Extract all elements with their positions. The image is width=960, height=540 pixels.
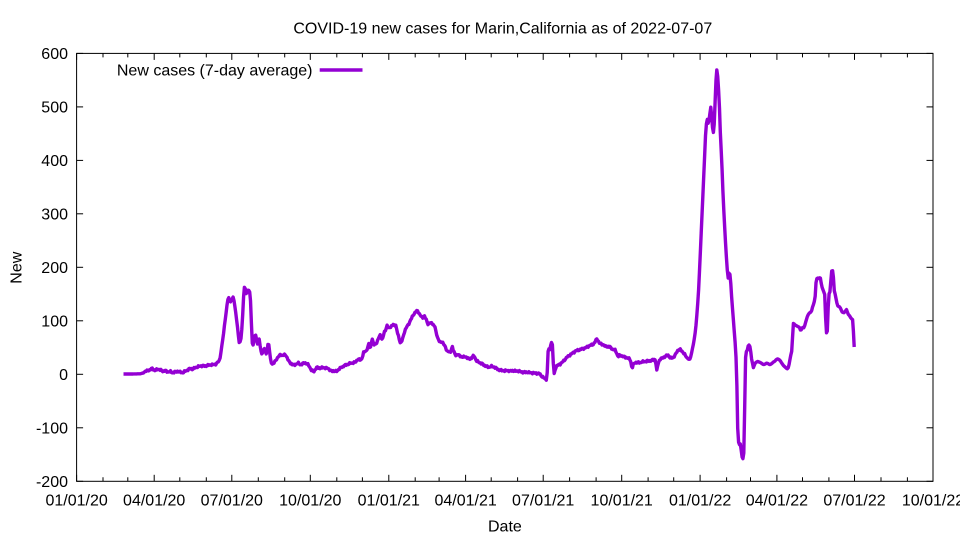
svg-text:300: 300 bbox=[41, 206, 68, 223]
svg-text:04/01/20: 04/01/20 bbox=[123, 492, 185, 509]
svg-text:COVID-19 new cases for Marin,C: COVID-19 new cases for Marin,California … bbox=[293, 20, 712, 37]
svg-text:-200: -200 bbox=[36, 474, 68, 491]
svg-text:Date: Date bbox=[488, 519, 522, 536]
svg-text:07/01/20: 07/01/20 bbox=[201, 492, 263, 509]
svg-text:07/01/22: 07/01/22 bbox=[823, 492, 885, 509]
svg-text:-100: -100 bbox=[36, 420, 68, 437]
svg-text:01/01/20: 01/01/20 bbox=[45, 492, 107, 509]
svg-text:07/01/21: 07/01/21 bbox=[512, 492, 574, 509]
svg-text:10/01/20: 10/01/20 bbox=[279, 492, 341, 509]
svg-text:600: 600 bbox=[41, 46, 68, 63]
svg-text:10/01/22: 10/01/22 bbox=[902, 492, 960, 509]
svg-text:New: New bbox=[9, 251, 26, 283]
svg-text:04/01/22: 04/01/22 bbox=[746, 492, 808, 509]
svg-text:01/01/21: 01/01/21 bbox=[358, 492, 420, 509]
svg-text:100: 100 bbox=[41, 313, 68, 330]
svg-text:01/01/22: 01/01/22 bbox=[669, 492, 731, 509]
svg-text:10/01/21: 10/01/21 bbox=[591, 492, 653, 509]
svg-text:04/01/21: 04/01/21 bbox=[434, 492, 496, 509]
svg-text:400: 400 bbox=[41, 153, 68, 170]
svg-text:0: 0 bbox=[59, 367, 68, 384]
svg-text:New cases (7-day average): New cases (7-day average) bbox=[117, 63, 313, 80]
svg-text:500: 500 bbox=[41, 99, 68, 116]
svg-text:200: 200 bbox=[41, 260, 68, 277]
